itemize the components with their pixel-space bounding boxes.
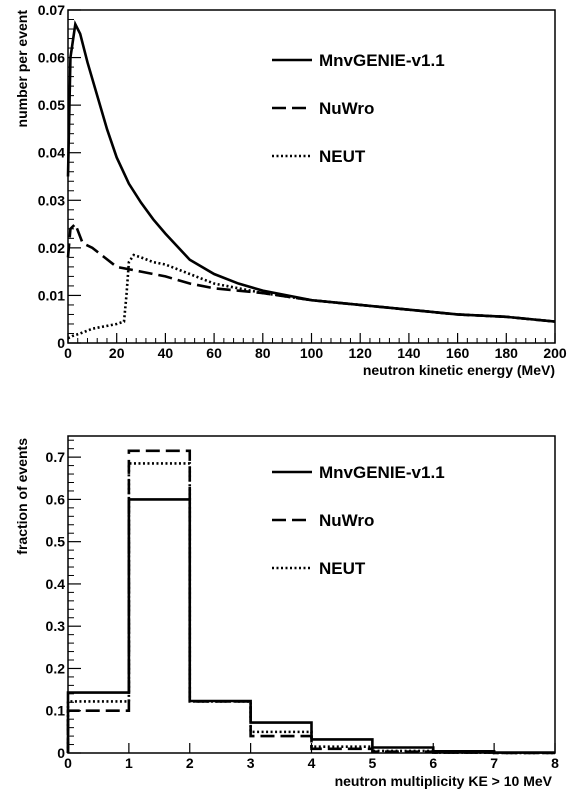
legend-label: NuWro (319, 99, 374, 118)
y-tick-label: 0.02 (38, 240, 65, 256)
x-tick-label: 120 (349, 345, 373, 361)
y-tick-label: 0.07 (38, 2, 65, 18)
chart-1-legend: MnvGENIE-v1.1 NuWro NEUT (272, 51, 445, 166)
y-tick-label: 0.3 (46, 618, 66, 634)
x-tick-label: 4 (308, 755, 316, 771)
legend-label: NEUT (319, 147, 366, 166)
chart-2-x-axis-title: neutron multiplicity KE > 10 MeV (335, 773, 553, 789)
x-tick-label: 80 (255, 345, 271, 361)
x-tick-label: 0 (64, 755, 72, 771)
x-tick-label: 160 (446, 345, 470, 361)
chart-2: 0 1 2 3 4 5 6 7 8 0 0.1 0.2 0.3 0.4 0.5 0.6 0.7 MnvGENIE… (14, 435, 560, 789)
x-tick-label: 100 (300, 345, 324, 361)
x-tick-label: 40 (158, 345, 174, 361)
y-tick-label: 0.7 (46, 449, 66, 465)
x-tick-label: 20 (109, 345, 125, 361)
chart-1: 0 20 40 60 80 100 120 140 160 180 200 0 0.01 0.02 0.03… (14, 2, 567, 378)
chart-2-tick-labels: 0 1 2 3 4 5 6 7 8 0 0.1 0.2 0.3 0.4 0.5 0.6 0.7 (46, 449, 560, 771)
series-line (66, 221, 556, 323)
x-tick-label: 8 (551, 755, 559, 771)
chart-2-y-axis-title: fraction of events (14, 438, 30, 555)
series-line (67, 253, 556, 340)
y-tick-label: 0.2 (46, 660, 66, 676)
x-tick-label: 5 (368, 755, 376, 771)
y-tick-label: 0.1 (46, 703, 66, 719)
series-line (66, 462, 555, 755)
x-tick-label: 180 (495, 345, 519, 361)
y-tick-label: 0.04 (38, 145, 65, 161)
series-line (66, 449, 555, 755)
chart-1-y-axis-title: number per event (14, 10, 30, 128)
chart-1-x-axis-title: neutron kinetic energy (MeV) (363, 362, 555, 378)
x-tick-label: 6 (429, 755, 437, 771)
legend-label: NuWro (319, 511, 374, 530)
x-tick-label: 140 (397, 345, 421, 361)
series-line (66, 498, 555, 754)
chart-1-tick-labels: 0 20 40 60 80 100 120 140 160 180 200 0 0.01 0.02 0.03… (38, 2, 567, 361)
series-line (66, 20, 556, 323)
y-tick-label: 0 (57, 745, 65, 761)
legend-label: MnvGENIE-v1.1 (319, 463, 445, 482)
x-tick-label: 60 (206, 345, 222, 361)
x-tick-label: 7 (490, 755, 498, 771)
y-tick-label: 0.05 (38, 97, 65, 113)
legend-label: NEUT (319, 559, 366, 578)
y-tick-label: 0.03 (38, 192, 65, 208)
chart-2-legend: MnvGENIE-v1.1 NuWro NEUT (272, 463, 445, 578)
chart-2-ticks (67, 439, 556, 754)
x-tick-label: 1 (125, 755, 133, 771)
chart-2-frame (67, 435, 556, 754)
y-tick-label: 0.4 (46, 576, 66, 592)
x-tick-label: 200 (543, 345, 567, 361)
y-tick-label: 0.06 (38, 50, 65, 66)
y-tick-label: 0.01 (38, 287, 65, 303)
chart-2-series (66, 449, 555, 755)
x-tick-label: 2 (186, 755, 194, 771)
legend-label: MnvGENIE-v1.1 (319, 51, 445, 70)
y-tick-label: 0.6 (46, 491, 66, 507)
chart-1-series (66, 20, 556, 340)
y-tick-label: 0 (57, 335, 65, 351)
x-tick-label: 0 (64, 345, 72, 361)
x-tick-label: 3 (247, 755, 255, 771)
y-tick-label: 0.5 (46, 534, 66, 550)
